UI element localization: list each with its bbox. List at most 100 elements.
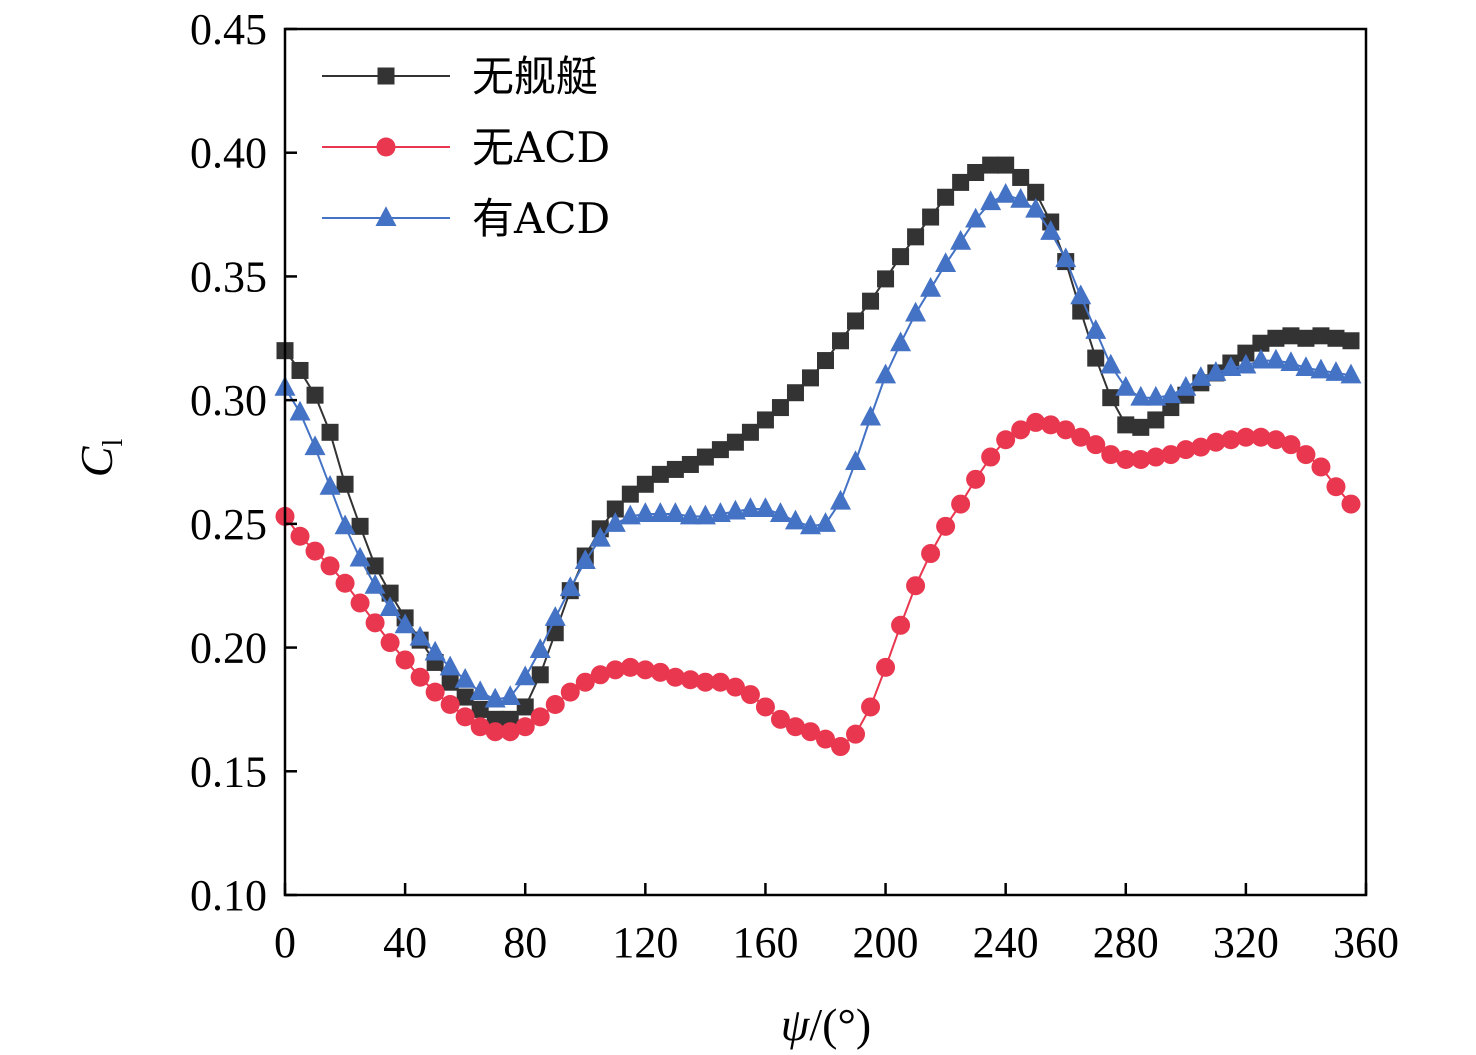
data-point — [619, 504, 641, 525]
data-point — [636, 475, 654, 493]
data-point — [965, 207, 987, 228]
legend-marker — [376, 137, 396, 157]
data-point — [1040, 220, 1062, 240]
data-point — [1267, 329, 1285, 347]
data-point — [725, 677, 745, 697]
data-point — [1010, 187, 1032, 208]
data-point — [634, 502, 656, 522]
data-point — [1325, 361, 1347, 381]
series-2 — [275, 412, 1361, 757]
data-point — [739, 497, 761, 517]
legend-label: 有ACD — [472, 194, 610, 243]
data-point — [815, 512, 836, 532]
data-point — [754, 497, 776, 517]
data-point — [319, 474, 341, 495]
y-tick-label: 0.35 — [190, 252, 267, 301]
data-point — [1145, 385, 1167, 406]
legend-marker — [377, 67, 395, 85]
data-point — [1282, 327, 1300, 345]
data-point — [1310, 358, 1332, 379]
data-point — [529, 638, 551, 659]
data-point — [1250, 348, 1272, 369]
data-point — [485, 722, 505, 742]
data-point — [1071, 427, 1091, 447]
data-point — [846, 724, 866, 744]
data-point — [620, 657, 640, 677]
data-point — [771, 399, 789, 417]
x-tick-label: 240 — [973, 918, 1039, 967]
data-point — [574, 549, 596, 569]
legend-item-2: 无ACD — [322, 123, 610, 172]
data-point — [1162, 399, 1180, 417]
data-point — [681, 455, 699, 473]
data-point — [455, 707, 475, 727]
data-point — [349, 546, 371, 567]
data-point — [321, 423, 339, 441]
data-point — [920, 277, 942, 297]
data-point — [500, 722, 520, 742]
data-point — [832, 332, 850, 350]
data-point — [424, 640, 446, 661]
data-point — [664, 502, 686, 522]
data-point — [515, 717, 535, 737]
data-point — [590, 665, 610, 685]
data-point — [530, 707, 550, 727]
data-point — [1011, 420, 1031, 440]
data-point — [816, 729, 835, 749]
data-point — [621, 485, 639, 503]
data-point — [877, 270, 895, 288]
data-point — [831, 737, 851, 757]
data-point — [950, 230, 972, 250]
data-point — [306, 386, 324, 404]
data-point — [635, 660, 655, 680]
legend-marker — [375, 206, 397, 226]
data-point — [394, 613, 416, 634]
data-point — [1146, 447, 1166, 467]
data-point — [1266, 430, 1286, 450]
data-point — [1295, 356, 1317, 376]
data-point — [801, 369, 819, 387]
data-point — [1086, 435, 1106, 455]
data-point — [320, 556, 340, 576]
data-point — [892, 248, 910, 266]
data-point — [800, 722, 820, 742]
data-point — [875, 363, 897, 384]
data-point — [1237, 344, 1255, 362]
data-point — [741, 423, 759, 441]
data-point — [980, 190, 1002, 211]
data-point — [1251, 427, 1271, 447]
y-tick-label: 0.20 — [190, 624, 267, 673]
data-point — [755, 697, 775, 717]
data-point — [456, 688, 474, 706]
legend-item-3: 有ACD — [322, 194, 610, 243]
data-point — [1101, 445, 1121, 465]
data-point — [711, 441, 729, 459]
x-tick-label: 160 — [732, 918, 798, 967]
data-point — [469, 680, 491, 701]
data-point — [366, 557, 384, 575]
x-tick-label: 120 — [612, 918, 678, 967]
data-point — [1326, 477, 1346, 497]
data-point — [935, 252, 957, 273]
axes: 0 40 80 120 160 200 240 280 320 360 0.10 0.15 0.20 0.… — [190, 5, 1399, 967]
data-point — [651, 465, 669, 483]
data-point — [666, 460, 684, 478]
data-point — [1056, 420, 1076, 440]
data-point — [936, 516, 956, 536]
data-point — [694, 504, 716, 525]
data-point — [1341, 494, 1361, 514]
data-point — [605, 660, 625, 680]
data-point — [305, 541, 325, 561]
data-point — [350, 593, 370, 613]
y-tick-label: 0.10 — [190, 871, 267, 920]
data-point — [291, 361, 309, 379]
data-point — [290, 526, 310, 546]
x-tick-label: 40 — [383, 918, 427, 967]
data-point — [847, 312, 865, 330]
data-point — [876, 657, 896, 677]
data-point — [484, 687, 506, 708]
data-point — [1327, 329, 1345, 347]
data-point — [650, 662, 670, 682]
data-point — [409, 625, 431, 646]
data-point — [351, 517, 369, 535]
